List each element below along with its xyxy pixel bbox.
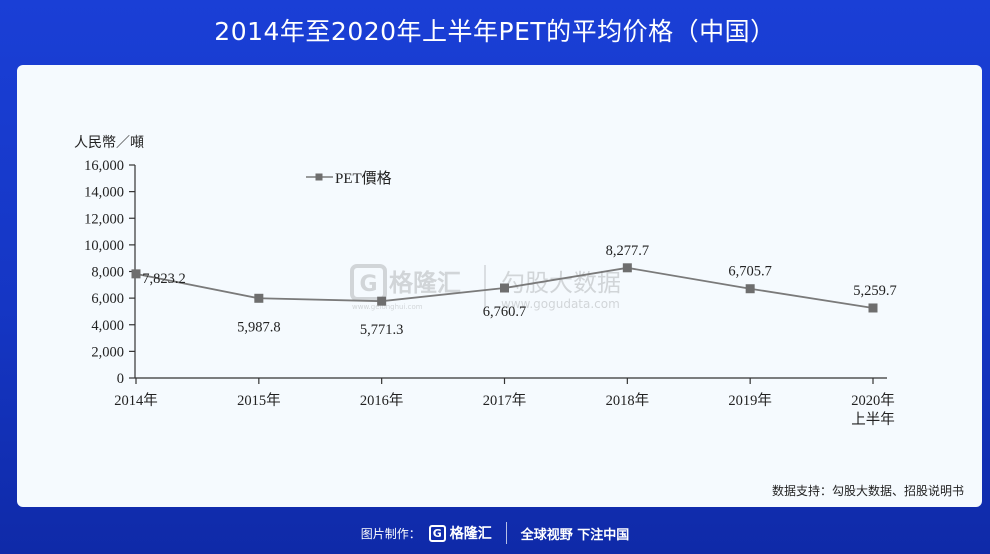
price-line-chart: G 格隆汇 www.gelonghui.com 勾股大数据 www.goguda… [74,135,897,428]
y-tick-label: 14,000 [84,185,124,201]
x-tick-label: 2020年上半年 [851,392,895,428]
data-point-marker [745,284,755,294]
y-axis-label: 人民幣／噸 [74,135,144,151]
x-tick-label: 2015年 [237,392,281,409]
y-tick-label: 2,000 [91,344,124,360]
legend: PET價格 [306,170,392,187]
y-tick-label: 12,000 [84,211,124,227]
watermark-url: www.gogudata.com [501,297,620,311]
x-tick-label: 2017年 [483,392,527,409]
watermark-logo-letter: G [359,272,377,297]
x-tick-label: 2019年 [728,392,772,409]
y-tick-label: 4,000 [91,318,124,334]
legend-label: PET價格 [335,170,392,187]
data-label: 5,987.8 [237,319,281,335]
footer-divider [505,522,507,544]
data-point-marker [377,296,387,306]
gelonghui-logo-icon: G [428,524,446,542]
watermark-logo-sub: www.gelonghui.com [352,303,423,311]
data-point-marker [131,269,141,279]
y-tick-label: 10,000 [84,238,124,254]
y-tick-label: 0 [117,371,124,387]
data-point-marker [622,263,632,273]
data-label: 7,823.2 [142,271,186,287]
watermark: G 格隆汇 www.gelonghui.com 勾股大数据 www.goguda… [350,264,621,311]
page-title: 2014年至2020年上半年PET的平均价格（中国） [214,17,776,46]
x-tick-label: 2016年 [360,392,404,409]
legend-marker [315,173,323,181]
footer-brand: 格隆汇 [449,526,492,542]
watermark-logo-text: 格隆汇 [389,269,461,297]
data-label: 6,705.7 [728,264,772,280]
footer-slogan: 全球视野 下注中国 [520,527,630,543]
data-label: 8,277.7 [606,243,650,259]
y-tick-label: 8,000 [91,265,124,281]
x-tick-label: 2014年 [114,392,158,409]
watermark-text: 勾股大数据 [501,269,621,297]
chart-card: G 格隆汇 www.gelonghui.com 勾股大数据 www.goguda… [17,65,982,507]
data-point-marker [500,283,509,293]
footer-logo: G 格隆汇 [428,523,492,543]
data-label: 5,771.3 [360,322,404,338]
data-label: 6,760.7 [483,304,527,320]
footer: 图片制作： G 格隆汇 全球视野 下注中国 [0,515,990,551]
y-tick-label: 16,000 [84,158,124,174]
data-source-note: 数据支持：勾股大数据、招股说明书 [771,484,964,498]
y-tick-label: 6,000 [91,291,124,307]
x-tick-label: 2018年 [606,392,650,409]
watermark-logo-icon [350,264,387,301]
data-label: 5,259.7 [853,283,897,299]
data-point-marker [868,303,878,313]
data-point-marker [254,293,264,303]
footer-made-by: 图片制作： [360,526,421,541]
